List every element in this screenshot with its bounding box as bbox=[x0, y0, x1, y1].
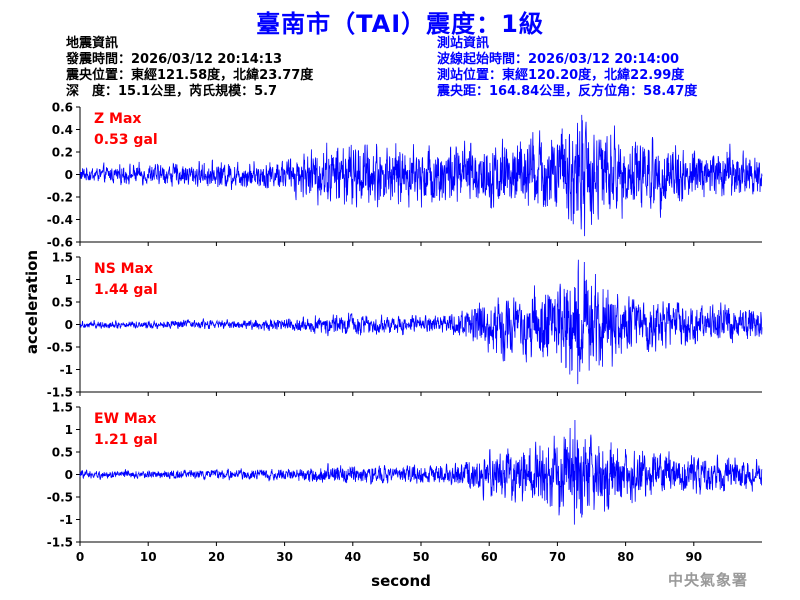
x-tick-label: 0 bbox=[76, 550, 84, 564]
quake-info: 地震資訊 發震時間：2026/03/12 20:14:13 震央位置：東經121… bbox=[66, 36, 313, 100]
series-label: Z Max bbox=[94, 111, 141, 127]
series-label: NS Max bbox=[94, 261, 153, 277]
y-tick-label: 0 bbox=[65, 468, 73, 482]
x-tick-label: 60 bbox=[481, 550, 498, 564]
y-tick-label: -0.5 bbox=[47, 491, 73, 505]
page-title: 臺南市（TAI）震度：1級 bbox=[256, 10, 544, 38]
waveform-ns bbox=[79, 259, 763, 385]
y-tick-label: -1 bbox=[60, 513, 73, 527]
y-tick-label: 1 bbox=[65, 423, 73, 437]
y-tick-label: -0.6 bbox=[47, 236, 73, 250]
x-tick-label: 20 bbox=[208, 550, 225, 564]
series-max-value: 0.53 gal bbox=[94, 132, 158, 148]
y-axis-title: acceleration bbox=[23, 250, 41, 354]
x-tick-label: 80 bbox=[617, 550, 634, 564]
y-tick-label: -0.2 bbox=[47, 191, 73, 205]
quake-epicenter: 震央位置：東經121.58度，北緯23.77度 bbox=[66, 68, 314, 83]
x-tick-label: 50 bbox=[413, 550, 430, 564]
waveform-ew bbox=[79, 420, 763, 525]
y-tick-label: 0 bbox=[65, 318, 73, 332]
series-max-value: 1.21 gal bbox=[94, 432, 158, 448]
y-tick-label: -0.5 bbox=[47, 341, 73, 355]
x-tick-label: 70 bbox=[549, 550, 566, 564]
quake-info-heading: 地震資訊 bbox=[66, 36, 119, 51]
y-tick-label: 0.2 bbox=[52, 146, 73, 160]
quake-origin-time: 發震時間：2026/03/12 20:14:13 bbox=[66, 52, 283, 67]
y-tick-label: 1 bbox=[65, 273, 73, 287]
y-tick-label: -0.4 bbox=[47, 213, 73, 227]
y-tick-label: 0.6 bbox=[52, 101, 73, 115]
x-tick-label: 40 bbox=[344, 550, 361, 564]
x-axis-title: second bbox=[371, 572, 431, 590]
y-tick-label: 0.5 bbox=[52, 446, 73, 460]
station-location: 測站位置：東經120.20度，北緯22.99度 bbox=[437, 68, 685, 83]
station-info-heading: 測站資訊 bbox=[437, 36, 490, 51]
y-tick-label: 0 bbox=[65, 168, 73, 182]
series-max-value: 1.44 gal bbox=[94, 282, 158, 298]
x-tick-label: 90 bbox=[685, 550, 702, 564]
quake-depth-magnitude: 深 度：15.1公里，芮氏規模：5.7 bbox=[66, 84, 278, 99]
y-tick-label: 1.5 bbox=[52, 401, 73, 415]
y-tick-label: -1.5 bbox=[47, 386, 73, 400]
waveform-z bbox=[79, 114, 763, 237]
y-tick-label: 1.5 bbox=[52, 251, 73, 265]
epicentral-distance: 震央距：164.84公里，反方位角：58.47度 bbox=[437, 84, 698, 99]
station-info: 測站資訊 波線起始時間：2026/03/12 20:14:00 測站位置：東經1… bbox=[437, 36, 697, 100]
y-tick-label: -1.5 bbox=[47, 536, 73, 550]
y-tick-label: 0.5 bbox=[52, 296, 73, 310]
x-tick-label: 10 bbox=[140, 550, 157, 564]
series-label: EW Max bbox=[94, 411, 156, 427]
x-tick-label: 30 bbox=[276, 550, 293, 564]
y-tick-label: 0.4 bbox=[52, 123, 73, 137]
waveform-start-time: 波線起始時間：2026/03/12 20:14:00 bbox=[437, 52, 680, 67]
agency-watermark: 中央氣象署 bbox=[667, 571, 748, 589]
y-tick-label: -1 bbox=[60, 363, 73, 377]
